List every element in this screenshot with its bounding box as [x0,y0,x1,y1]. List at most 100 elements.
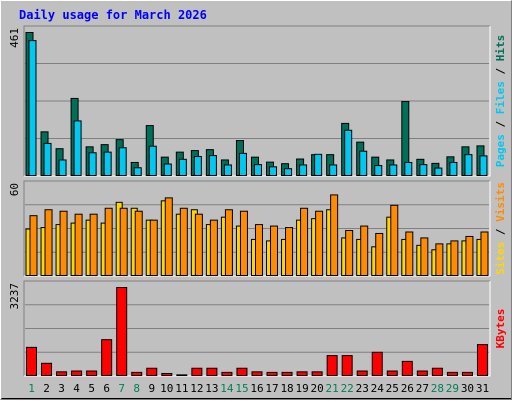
day-26-visits-bar [405,231,414,276]
day-30-kbytes-bar [461,371,473,377]
day-label-1: 1 [28,382,35,395]
day-label-7: 7 [118,382,125,395]
day-22-files-bar [344,129,353,176]
day-27-files-bar [419,164,428,177]
legend-separator: / [494,222,507,242]
day-13-kbytes-bar [206,367,218,376]
day-31-visits-bar [480,231,489,276]
day-label-28: 28 [431,382,444,395]
day-11-visits-bar [179,207,188,276]
day-4-visits-bar [74,213,83,276]
day-20-kbytes-bar [311,371,323,377]
day-17-kbytes-bar [266,371,278,377]
legend-entry-pages: Pages [494,134,507,167]
day-label-2: 2 [43,382,50,395]
day-2-files-bar [43,142,52,177]
day-6-files-bar [103,151,112,176]
day-label-14: 14 [220,382,234,395]
day-label-22: 22 [341,382,354,395]
day-14-visits-bar [224,209,233,276]
day-29-files-bar [449,161,458,177]
day-label-25: 25 [386,382,399,395]
panel-visits-sites-legend: Sites / Visits [494,182,507,275]
day-21-kbytes-bar [326,355,338,376]
day-9-kbytes-bar [146,367,158,376]
day-label-19: 19 [295,382,308,395]
day-5-visits-bar [89,213,98,276]
day-21-files-bar [329,164,338,177]
day-19-visits-bar [300,207,309,276]
day-7-kbytes-bar [116,287,128,376]
panel-kbytes: 3237 KBytes [8,280,507,377]
day-label-6: 6 [103,382,110,395]
day-2-kbytes-bar [41,362,53,376]
day-30-visits-bar [465,235,474,276]
day-label-8: 8 [133,382,140,395]
day-2-visits-bar [44,209,53,276]
day-19-files-bar [299,164,308,177]
panel-hits-files-bevel-dark [23,25,490,176]
day-label-15: 15 [235,382,248,395]
day-25-visits-bar [390,204,399,276]
day-5-files-bar [88,152,97,176]
day-20-files-bar [314,153,323,177]
legend-separator: / [494,61,507,81]
panel-kbytes-bevel-dark [23,280,490,376]
day-22-visits-bar [345,230,354,276]
day-30-files-bar [464,154,473,176]
day-label-10: 10 [160,382,173,395]
day-25-kbytes-bar [386,370,398,376]
day-label-13: 13 [205,382,218,395]
panel-visits-sites-bevel-dark [23,180,490,276]
day-label-12: 12 [190,382,203,395]
day-label-21: 21 [326,382,339,395]
day-1-files-bar [28,40,37,176]
day-24-visits-bar [375,232,384,277]
day-12-visits-bar [194,213,203,276]
day-label-11: 11 [175,382,188,395]
panel-kbytes-max-label: 3237 [8,283,21,310]
day-8-files-bar [133,167,142,177]
panel-hits-files-legend: Pages / Files / Hits [494,35,507,168]
day-21-visits-bar [330,194,339,277]
day-3-kbytes-bar [56,371,68,377]
day-15-files-bar [238,152,247,176]
day-4-files-bar [73,120,82,176]
day-label-27: 27 [416,382,429,395]
day-26-files-bar [404,161,413,177]
day-14-kbytes-bar [221,371,233,377]
day-1-visits-bar [29,215,38,276]
day-9-visits-bar [149,219,158,276]
day-16-visits-bar [254,224,263,276]
day-4-kbytes-bar [71,370,83,376]
day-28-kbytes-bar [431,367,443,376]
legend-separator: / [494,114,507,134]
panel-visits-sites-max-label: 60 [8,183,21,196]
day-18-files-bar [284,168,293,176]
day-10-kbytes-bar [161,372,173,376]
day-12-kbytes-bar [191,367,203,376]
day-22-kbytes-bar [341,355,353,376]
legend-entry-hits: Hits [494,35,507,62]
chart-title: Daily usage for March 2026 [19,8,207,22]
day-18-visits-bar [285,227,294,277]
day-19-kbytes-bar [296,371,308,377]
day-16-kbytes-bar [251,371,263,377]
day-23-visits-bar [360,225,369,276]
day-24-files-bar [374,165,383,176]
day-label-23: 23 [356,382,369,395]
day-15-visits-bar [239,210,248,277]
day-27-kbytes-bar [416,370,428,376]
day-5-kbytes-bar [86,370,98,376]
day-label-31: 31 [476,382,489,395]
day-10-visits-bar [164,197,173,276]
day-13-files-bar [208,155,217,176]
legend-entry-files: Files [494,81,507,114]
day-23-kbytes-bar [356,370,368,376]
day-17-files-bar [269,166,278,176]
day-18-kbytes-bar [281,371,293,377]
day-label-30: 30 [461,382,474,395]
